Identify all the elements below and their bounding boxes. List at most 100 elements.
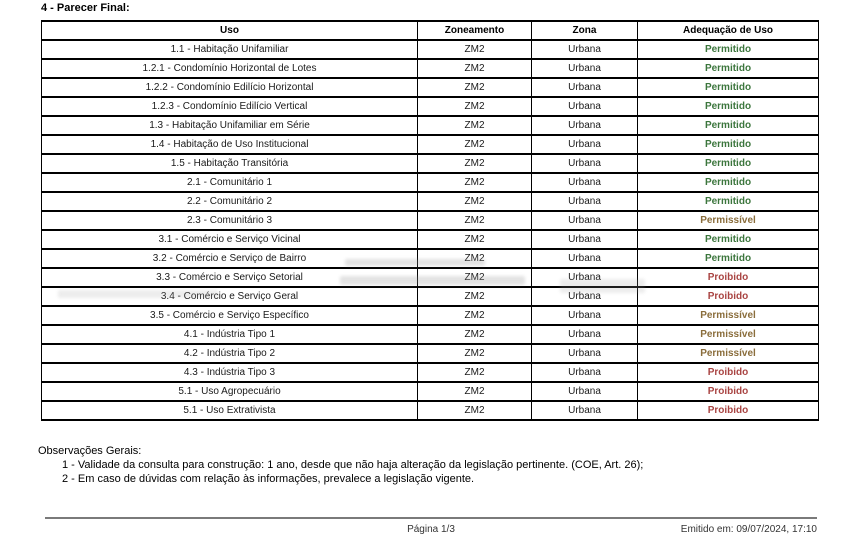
zoneamento-cell: ZM2: [417, 58, 532, 79]
table-row: 2.3 - Comunitário 3 ZM2 Urbana Permissível: [41, 210, 819, 231]
zona-cell: Urbana: [531, 77, 638, 98]
zoneamento-cell: ZM2: [417, 39, 532, 60]
zoneamento-cell: ZM2: [417, 210, 532, 231]
table-row: 2.2 - Comunitário 2 ZM2 Urbana Permitido: [41, 191, 819, 212]
zona-cell: Urbana: [531, 191, 638, 212]
table-row: 1.2.1 - Condomínio Horizontal de Lotes ZM…: [41, 58, 819, 79]
uso-cell: 2.2 - Comunitário 2: [41, 191, 418, 212]
table-row: 4.3 - Indústria Tipo 3 ZM2 Urbana Proibido: [41, 362, 819, 383]
adequacao-cell: Permissível: [637, 343, 819, 364]
table-row: 3.5 - Comércio e Serviço Específico ZM2 Ur…: [41, 305, 819, 326]
uso-cell: 3.1 - Comércio e Serviço Vicinal: [41, 229, 418, 250]
header-zona: Zona: [531, 20, 638, 41]
uso-cell: 1.2.2 - Condomínio Edilício Horizontal: [41, 77, 418, 98]
uso-cell: 1.4 - Habitação de Uso Institucional: [41, 134, 418, 155]
uso-cell: 2.3 - Comunitário 3: [41, 210, 418, 231]
table-header-row: Uso Zoneamento Zona Adequação de Uso: [41, 20, 819, 41]
adequacao-cell: Proibido: [637, 362, 819, 383]
adequacao-cell: Permitido: [637, 229, 819, 250]
table-row: 5.1 - Uso Extrativista ZM2 Urbana Proibido: [41, 400, 819, 421]
zona-cell: Urbana: [531, 248, 638, 269]
adequacao-cell: Permitido: [637, 39, 819, 60]
uso-cell: 5.1 - Uso Agropecuário: [41, 381, 418, 402]
zona-cell: Urbana: [531, 210, 638, 231]
general-observations: Observações Gerais: 1 - Validade da cons…: [38, 444, 643, 486]
zona-cell: Urbana: [531, 229, 638, 250]
uso-cell: 1.2.3 - Condomínio Edilício Vertical: [41, 96, 418, 117]
table-row: 4.2 - Indústria Tipo 2 ZM2 Urbana Permissív…: [41, 343, 819, 364]
table-row: 3.1 - Comércio e Serviço Vicinal ZM2 Urban…: [41, 229, 819, 250]
zoneamento-cell: ZM2: [417, 343, 532, 364]
header-uso: Uso: [41, 20, 418, 41]
uso-cell: 2.1 - Comunitário 1: [41, 172, 418, 193]
uso-cell: 4.1 - Indústria Tipo 1: [41, 324, 418, 345]
table-row: 2.1 - Comunitário 1 ZM2 Urbana Permitido: [41, 172, 819, 193]
uso-cell: 1.1 - Habitação Unifamiliar: [41, 39, 418, 60]
adequacao-cell: Permitido: [637, 96, 819, 117]
table-row: 4.1 - Indústria Tipo 1 ZM2 Urbana Permissív…: [41, 324, 819, 345]
table-row: 3.4 - Comércio e Serviço Geral ZM2 Urbana P…: [41, 286, 819, 307]
uso-cell: 4.2 - Indústria Tipo 2: [41, 343, 418, 364]
zoneamento-cell: ZM2: [417, 191, 532, 212]
uso-cell: 3.5 - Comércio e Serviço Específico: [41, 305, 418, 326]
table-row: 1.4 - Habitação de Uso Institucional ZM2 U…: [41, 134, 819, 155]
zona-cell: Urbana: [531, 324, 638, 345]
uso-cell: 1.5 - Habitação Transitória: [41, 153, 418, 174]
zona-cell: Urbana: [531, 134, 638, 155]
zoneamento-cell: ZM2: [417, 267, 532, 288]
zona-cell: Urbana: [531, 96, 638, 117]
zoneamento-cell: ZM2: [417, 400, 532, 421]
zoneamento-cell: ZM2: [417, 115, 532, 136]
zoneamento-cell: ZM2: [417, 324, 532, 345]
adequacao-cell: Permitido: [637, 248, 819, 269]
table-body: 1.1 - Habitação Unifamiliar ZM2 Urbana Perm…: [41, 39, 819, 421]
zoneamento-cell: ZM2: [417, 77, 532, 98]
adequacao-cell: Permitido: [637, 153, 819, 174]
uso-cell: 3.2 - Comércio e Serviço de Bairro: [41, 248, 418, 269]
zoneamento-cell: ZM2: [417, 134, 532, 155]
table-row: 3.3 - Comércio e Serviço Setorial ZM2 Urba…: [41, 267, 819, 288]
zona-cell: Urbana: [531, 381, 638, 402]
uso-cell: 3.3 - Comércio e Serviço Setorial: [41, 267, 418, 288]
zona-cell: Urbana: [531, 39, 638, 60]
zoneamento-cell: ZM2: [417, 229, 532, 250]
zoneamento-cell: ZM2: [417, 172, 532, 193]
zoneamento-cell: ZM2: [417, 362, 532, 383]
header-zoneamento: Zoneamento: [417, 20, 532, 41]
adequacao-cell: Permitido: [637, 134, 819, 155]
adequacao-cell: Permitido: [637, 77, 819, 98]
page-title: 4 - Parecer Final:: [41, 2, 130, 14]
parecer-final-table: Uso Zoneamento Zona Adequação de Uso 1.1…: [41, 20, 819, 421]
adequacao-cell: Permissível: [637, 210, 819, 231]
table-row: 5.1 - Uso Agropecuário ZM2 Urbana Proibido: [41, 381, 819, 402]
uso-cell: 3.4 - Comércio e Serviço Geral: [41, 286, 418, 307]
zoneamento-cell: ZM2: [417, 381, 532, 402]
adequacao-cell: Proibido: [637, 267, 819, 288]
zona-cell: Urbana: [531, 267, 638, 288]
zona-cell: Urbana: [531, 172, 638, 193]
zona-cell: Urbana: [531, 343, 638, 364]
observations-heading: Observações Gerais:: [38, 445, 142, 457]
zoneamento-cell: ZM2: [417, 286, 532, 307]
footer-divider: [45, 517, 817, 519]
uso-cell: 4.3 - Indústria Tipo 3: [41, 362, 418, 383]
table-row: 3.2 - Comércio e Serviço de Bairro ZM2 Urb…: [41, 248, 819, 269]
adequacao-cell: Permitido: [637, 172, 819, 193]
zona-cell: Urbana: [531, 362, 638, 383]
table-row: 1.3 - Habitação Unifamiliar em Série ZM2 U…: [41, 115, 819, 136]
adequacao-cell: Permitido: [637, 58, 819, 79]
page-number: Página 1/3: [407, 524, 455, 535]
zona-cell: Urbana: [531, 286, 638, 307]
emitted-timestamp: Emitido em: 09/07/2024, 17:10: [680, 524, 817, 535]
zoneamento-cell: ZM2: [417, 96, 532, 117]
table-row: 1.2.3 - Condomínio Edilício Vertical ZM2 U…: [41, 96, 819, 117]
uso-cell: 5.1 - Uso Extrativista: [41, 400, 418, 421]
table-row: 1.5 - Habitação Transitória ZM2 Urbana Perm…: [41, 153, 819, 174]
adequacao-cell: Proibido: [637, 286, 819, 307]
adequacao-cell: Permitido: [637, 191, 819, 212]
zoneamento-cell: ZM2: [417, 305, 532, 326]
adequacao-cell: Proibido: [637, 400, 819, 421]
adequacao-cell: Permissível: [637, 324, 819, 345]
uso-cell: 1.2.1 - Condomínio Horizontal de Lotes: [41, 58, 418, 79]
